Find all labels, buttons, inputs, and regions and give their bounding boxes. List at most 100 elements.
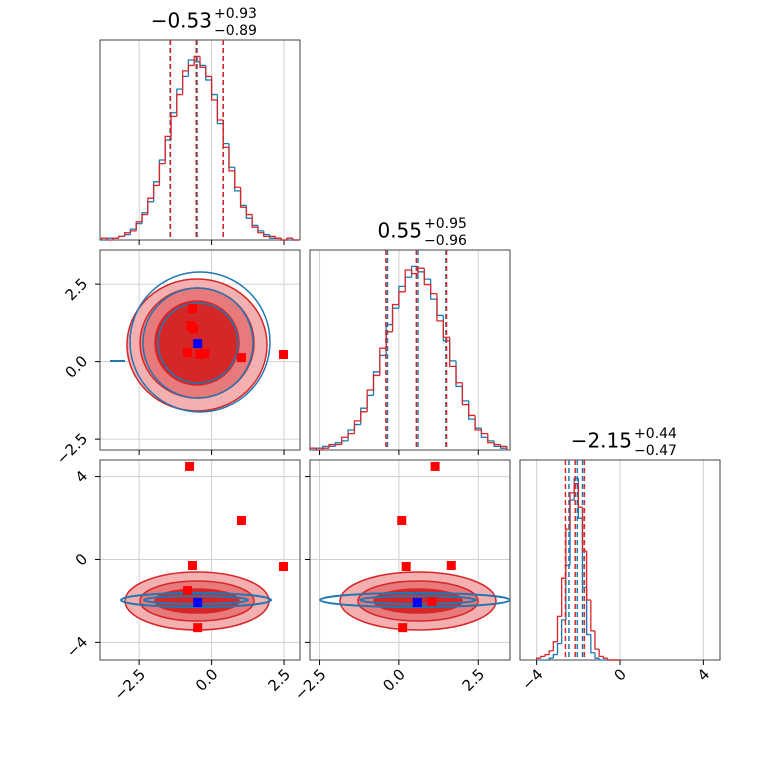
- histogram-step: [573, 482, 579, 493]
- histogram-step: [187, 64, 195, 71]
- histogram-step: [176, 88, 183, 113]
- histogram-step: [391, 303, 399, 332]
- histogram-step: [398, 291, 406, 305]
- histogram-step: [468, 404, 476, 417]
- histogram-step: [129, 230, 137, 233]
- x-tick-label: −4: [518, 665, 546, 693]
- histogram-step: [280, 238, 287, 241]
- panel-title: −0.53: [151, 9, 212, 33]
- histogram-step: [423, 268, 431, 286]
- histogram-step: [181, 70, 189, 95]
- histogram-step: [210, 80, 218, 96]
- histogram-step: [360, 411, 368, 421]
- contour: [142, 287, 254, 399]
- histogram-step: [455, 366, 463, 384]
- histogram-step: [360, 407, 368, 425]
- y-tick-label: 0.0: [62, 352, 92, 382]
- point: [236, 353, 246, 363]
- point: [185, 461, 195, 471]
- histogram-step: [228, 147, 235, 172]
- histogram-step: [561, 619, 566, 644]
- histogram-step: [353, 420, 361, 434]
- axes-frame: [99, 249, 301, 451]
- histogram-step: [100, 237, 108, 240]
- histogram-step: [239, 190, 247, 207]
- histogram-step: [181, 75, 189, 90]
- histogram-step: [449, 337, 457, 368]
- histogram-step: [417, 267, 425, 274]
- point: [193, 339, 203, 349]
- histogram-step: [147, 201, 154, 213]
- histogram-step: [309, 447, 317, 450]
- histogram-step: [164, 135, 172, 164]
- histogram-step: [366, 394, 374, 409]
- axes-frame: [99, 459, 301, 661]
- histogram-step: [590, 600, 595, 632]
- histogram-step: [404, 276, 412, 287]
- panel-title: −2.15: [571, 429, 632, 453]
- y-tick-label: −4: [63, 633, 91, 661]
- histogram-step: [210, 76, 218, 101]
- histogram-step: [251, 218, 258, 227]
- histogram-step: [602, 656, 608, 659]
- histogram-step: [286, 237, 293, 240]
- point: [189, 324, 199, 334]
- histogram-step: [170, 115, 177, 137]
- point: [278, 562, 288, 572]
- histogram-step: [586, 550, 591, 601]
- y-tick-label: 2.5: [62, 275, 92, 305]
- histogram-step: [112, 237, 119, 240]
- histogram-step: [239, 187, 247, 208]
- point: [398, 623, 408, 633]
- axes-frame: [309, 249, 511, 451]
- histogram-step: [257, 225, 264, 232]
- histogram-step: [347, 429, 355, 441]
- point: [187, 304, 197, 314]
- point: [183, 586, 193, 596]
- histogram-step: [391, 307, 399, 325]
- x-tick-label: 0.0: [379, 665, 409, 695]
- histogram-step: [565, 528, 570, 579]
- x-tick-label: −2.5: [111, 665, 149, 703]
- histogram-step: [436, 293, 444, 322]
- histogram-step: [552, 641, 558, 651]
- histogram-step: [423, 271, 431, 280]
- x-tick-label: 4: [694, 665, 713, 684]
- histogram-step: [404, 269, 412, 292]
- histogram-step: [341, 440, 349, 443]
- point: [427, 597, 437, 607]
- histogram-step: [561, 577, 566, 617]
- histogram-step: [474, 415, 482, 431]
- histogram-step: [536, 657, 541, 660]
- histogram-step: [341, 436, 349, 445]
- histogram-step: [372, 374, 380, 390]
- histogram-step: [158, 162, 166, 186]
- point: [187, 560, 197, 570]
- histogram-step: [590, 634, 595, 654]
- histogram-step: [417, 266, 425, 273]
- histogram-step: [499, 444, 508, 450]
- histogram-step: [106, 238, 114, 241]
- histogram-step: [598, 658, 604, 661]
- y-tick-label: 0: [72, 550, 91, 569]
- point: [401, 562, 411, 572]
- axes-frame: [309, 459, 511, 661]
- histogram-step: [480, 428, 488, 438]
- histogram-step: [606, 658, 612, 661]
- histogram-step: [436, 299, 444, 317]
- histogram-step: [245, 205, 253, 219]
- histogram-step: [366, 389, 374, 412]
- histogram-step: [216, 94, 224, 125]
- point: [193, 623, 203, 633]
- histogram-step: [123, 233, 131, 237]
- histogram-step: [187, 59, 195, 77]
- histogram-step: [398, 285, 406, 309]
- histogram-step: [292, 238, 299, 241]
- contour: [129, 271, 271, 413]
- histogram-step: [205, 67, 212, 78]
- histogram-step: [552, 653, 558, 659]
- histogram-step: [147, 197, 154, 215]
- histogram-step: [594, 652, 600, 659]
- point: [397, 516, 407, 526]
